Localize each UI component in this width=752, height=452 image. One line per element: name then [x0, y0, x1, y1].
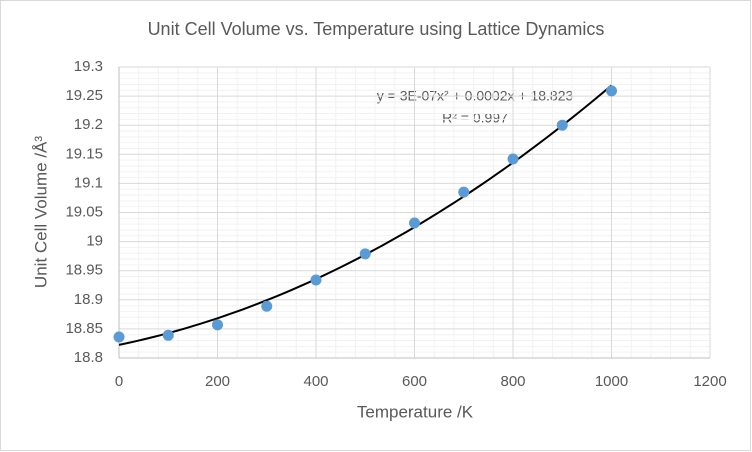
- data-point: [556, 119, 568, 131]
- trendline-r-squared: R² = 0.997: [442, 110, 508, 126]
- y-tick-label: 18.95: [65, 262, 103, 279]
- y-tick-label: 19: [86, 233, 103, 250]
- y-tick-label: 19.25: [65, 87, 103, 104]
- x-tick-label: 400: [303, 373, 328, 390]
- y-tick-label: 19.05: [65, 203, 103, 220]
- x-tick-label: 0: [115, 373, 123, 390]
- data-point: [310, 274, 322, 286]
- x-tick-label: 200: [205, 373, 230, 390]
- data-point: [162, 329, 174, 341]
- y-tick-label: 18.8: [74, 349, 103, 366]
- data-point: [458, 186, 470, 198]
- x-tick-label: 1000: [595, 373, 628, 390]
- y-tick-label: 19.15: [65, 145, 103, 162]
- y-axis-label: Unit Cell Volume /Å³: [31, 136, 50, 288]
- data-point: [409, 217, 420, 229]
- data-point: [113, 331, 125, 343]
- y-tick-label: 18.9: [74, 291, 103, 308]
- x-axis-label: Temperature /K: [357, 402, 474, 421]
- data-point: [261, 300, 273, 312]
- y-tick-label: 18.85: [65, 320, 103, 337]
- y-tick-label: 19.3: [74, 58, 103, 75]
- data-point: [212, 319, 223, 331]
- y-tick-label: 19.2: [74, 116, 103, 133]
- x-tick-label: 800: [500, 373, 525, 390]
- data-point: [507, 153, 519, 165]
- chart-title: Unit Cell Volume vs. Temperature using L…: [148, 19, 605, 39]
- y-tick-label: 19.1: [74, 174, 103, 191]
- data-point: [606, 85, 617, 97]
- x-tick-label: 600: [402, 373, 427, 390]
- x-tick-label: 1200: [693, 373, 726, 390]
- data-point: [359, 248, 371, 260]
